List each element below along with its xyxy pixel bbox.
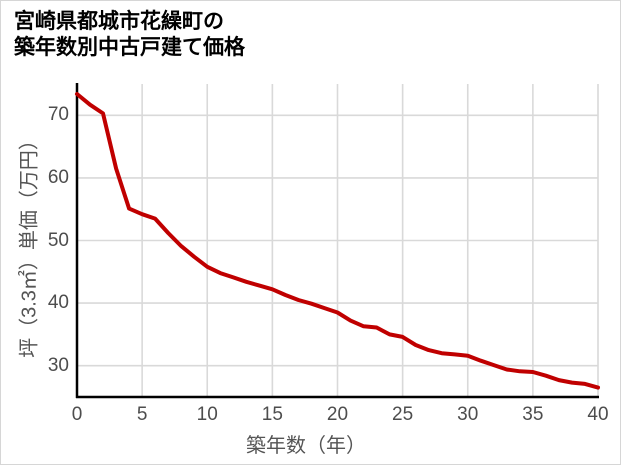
x-tick-label: 30	[457, 404, 479, 425]
x-tick-label: 0	[71, 404, 83, 425]
y-tick-label: 40	[47, 292, 69, 314]
axes	[75, 83, 599, 399]
x-axis-title: 築年数（年）	[246, 435, 366, 457]
y-tick-label: 60	[47, 166, 69, 188]
x-tick-label: 15	[261, 404, 283, 425]
x-tick-label: 35	[522, 404, 544, 425]
chart-title-line2: 築年数別中古戸建て価格	[14, 36, 245, 60]
y-tick-label: 50	[47, 229, 69, 251]
x-tick-label: 10	[196, 404, 218, 425]
x-tick-label: 20	[326, 404, 349, 425]
chart-title: 宮崎県都城市花繰町の 築年数別中古戸建て価格	[14, 9, 245, 62]
x-tick-label: 25	[392, 404, 414, 425]
y-axis-title: 坪（3.3㎡）単価（万円）	[18, 130, 41, 358]
chart-title-line1: 宮崎県都城市花繰町の	[14, 10, 224, 33]
y-tick-label: 70	[47, 104, 69, 126]
gridlines	[77, 84, 599, 397]
y-tick-label: 30	[47, 354, 69, 376]
price-line	[75, 92, 600, 390]
x-tick-label: 40	[587, 404, 609, 425]
price-line-series	[75, 92, 600, 390]
x-tick-label: 5	[136, 404, 148, 425]
